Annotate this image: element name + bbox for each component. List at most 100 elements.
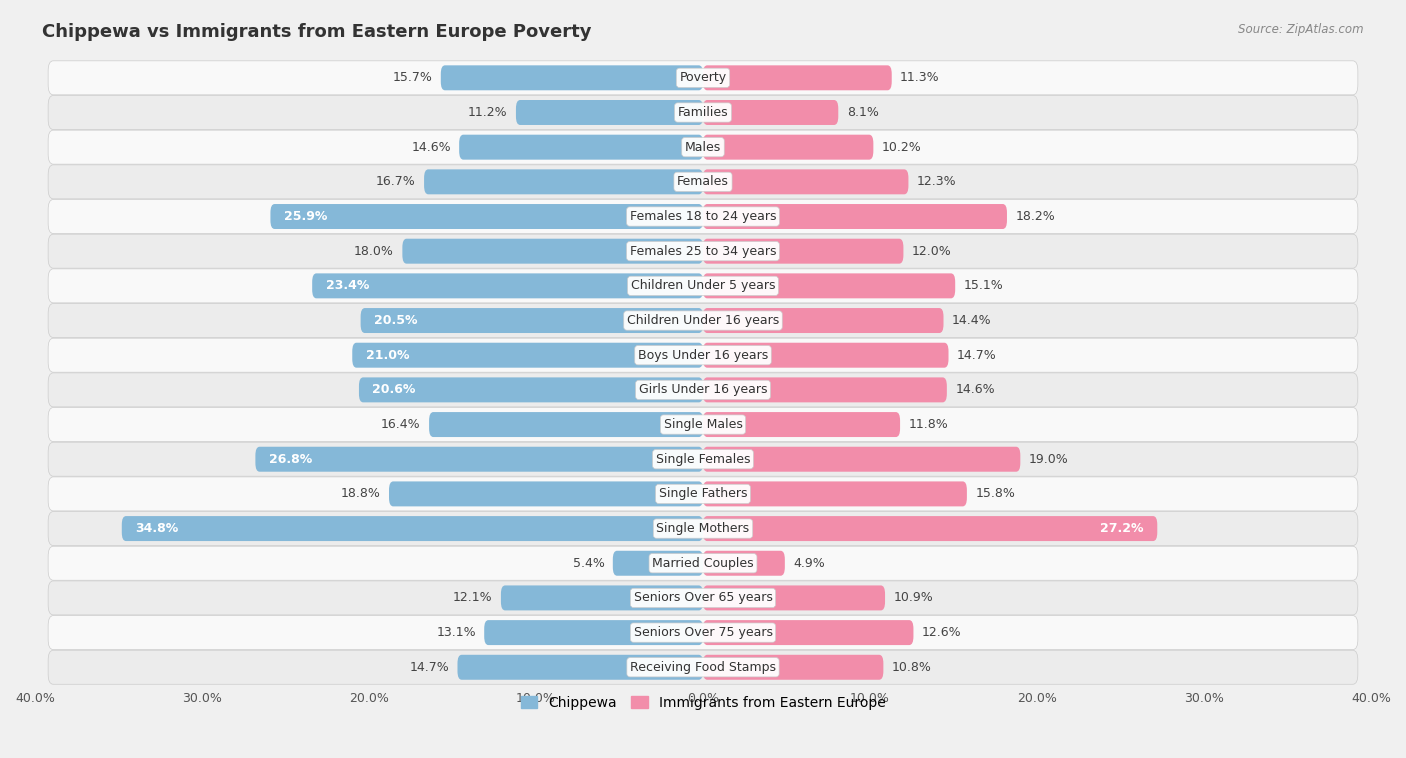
FancyBboxPatch shape [402,239,703,264]
FancyBboxPatch shape [48,615,1358,650]
FancyBboxPatch shape [703,655,883,680]
Text: 10.9%: 10.9% [893,591,934,604]
FancyBboxPatch shape [48,164,1358,199]
Text: 15.8%: 15.8% [976,487,1015,500]
Text: Girls Under 16 years: Girls Under 16 years [638,384,768,396]
FancyBboxPatch shape [48,547,1358,580]
Text: Boys Under 16 years: Boys Under 16 years [638,349,768,362]
Text: 12.6%: 12.6% [922,626,962,639]
FancyBboxPatch shape [484,620,703,645]
FancyBboxPatch shape [48,408,1358,442]
FancyBboxPatch shape [703,343,949,368]
Text: 11.8%: 11.8% [908,418,948,431]
Text: 10.8%: 10.8% [891,661,932,674]
Text: Married Couples: Married Couples [652,556,754,570]
Text: Receiving Food Stamps: Receiving Food Stamps [630,661,776,674]
FancyBboxPatch shape [48,234,1358,268]
FancyBboxPatch shape [441,65,703,90]
Text: 12.0%: 12.0% [911,245,952,258]
Text: 14.6%: 14.6% [955,384,995,396]
Text: 14.7%: 14.7% [409,661,449,674]
FancyBboxPatch shape [270,204,703,229]
Text: Seniors Over 75 years: Seniors Over 75 years [634,626,772,639]
Text: 27.2%: 27.2% [1101,522,1144,535]
FancyBboxPatch shape [48,373,1358,407]
FancyBboxPatch shape [256,446,703,471]
Text: Children Under 16 years: Children Under 16 years [627,314,779,327]
FancyBboxPatch shape [460,135,703,160]
Text: Chippewa vs Immigrants from Eastern Europe Poverty: Chippewa vs Immigrants from Eastern Euro… [42,23,592,41]
Text: 12.1%: 12.1% [453,591,492,604]
Text: 23.4%: 23.4% [326,280,368,293]
FancyBboxPatch shape [360,308,703,333]
FancyBboxPatch shape [48,581,1358,615]
FancyBboxPatch shape [703,135,873,160]
Text: Females 18 to 24 years: Females 18 to 24 years [630,210,776,223]
FancyBboxPatch shape [48,96,1358,130]
Text: 18.0%: 18.0% [354,245,394,258]
Text: 15.7%: 15.7% [392,71,433,84]
FancyBboxPatch shape [353,343,703,368]
Text: Poverty: Poverty [679,71,727,84]
FancyBboxPatch shape [703,204,1007,229]
Text: Females 25 to 34 years: Females 25 to 34 years [630,245,776,258]
FancyBboxPatch shape [48,442,1358,476]
FancyBboxPatch shape [516,100,703,125]
Text: 11.3%: 11.3% [900,71,939,84]
FancyBboxPatch shape [48,512,1358,546]
FancyBboxPatch shape [48,477,1358,511]
Text: Source: ZipAtlas.com: Source: ZipAtlas.com [1239,23,1364,36]
Text: Children Under 5 years: Children Under 5 years [631,280,775,293]
FancyBboxPatch shape [429,412,703,437]
Text: 19.0%: 19.0% [1029,453,1069,465]
FancyBboxPatch shape [613,551,703,576]
Text: 34.8%: 34.8% [135,522,179,535]
FancyBboxPatch shape [48,650,1358,684]
Text: 14.4%: 14.4% [952,314,991,327]
Text: 18.2%: 18.2% [1015,210,1054,223]
FancyBboxPatch shape [501,585,703,610]
FancyBboxPatch shape [48,338,1358,372]
FancyBboxPatch shape [703,585,884,610]
Text: 15.1%: 15.1% [963,280,1004,293]
Text: Seniors Over 65 years: Seniors Over 65 years [634,591,772,604]
Text: Males: Males [685,141,721,154]
FancyBboxPatch shape [48,130,1358,164]
Text: Single Mothers: Single Mothers [657,522,749,535]
FancyBboxPatch shape [48,199,1358,233]
FancyBboxPatch shape [703,516,1157,541]
Text: 21.0%: 21.0% [366,349,409,362]
Text: Females: Females [678,175,728,188]
Text: 4.9%: 4.9% [793,556,825,570]
Text: Single Females: Single Females [655,453,751,465]
FancyBboxPatch shape [703,239,904,264]
Text: Single Males: Single Males [664,418,742,431]
Text: 20.5%: 20.5% [374,314,418,327]
FancyBboxPatch shape [703,412,900,437]
FancyBboxPatch shape [703,551,785,576]
Text: Families: Families [678,106,728,119]
FancyBboxPatch shape [703,446,1021,471]
Text: Single Fathers: Single Fathers [659,487,747,500]
Text: 12.3%: 12.3% [917,175,956,188]
FancyBboxPatch shape [359,377,703,402]
FancyBboxPatch shape [703,620,914,645]
FancyBboxPatch shape [48,303,1358,337]
Text: 14.7%: 14.7% [957,349,997,362]
Text: 10.2%: 10.2% [882,141,921,154]
Text: 25.9%: 25.9% [284,210,328,223]
FancyBboxPatch shape [703,100,838,125]
FancyBboxPatch shape [425,169,703,194]
FancyBboxPatch shape [703,308,943,333]
Text: 5.4%: 5.4% [572,556,605,570]
Text: 18.8%: 18.8% [340,487,381,500]
FancyBboxPatch shape [703,481,967,506]
Text: 26.8%: 26.8% [269,453,312,465]
Text: 13.1%: 13.1% [436,626,475,639]
FancyBboxPatch shape [703,274,955,299]
Text: 14.6%: 14.6% [411,141,451,154]
FancyBboxPatch shape [389,481,703,506]
Text: 11.2%: 11.2% [468,106,508,119]
Text: 16.7%: 16.7% [375,175,416,188]
Text: 8.1%: 8.1% [846,106,879,119]
